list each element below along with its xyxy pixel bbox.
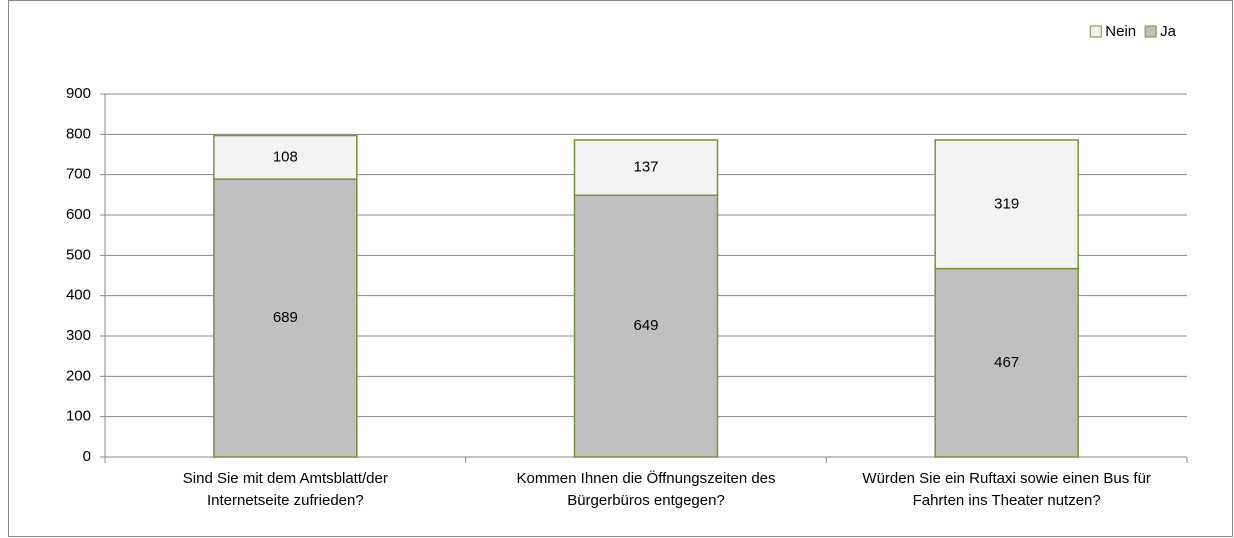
y-tick-label: 200 <box>66 367 91 384</box>
data-label: 108 <box>273 148 298 165</box>
data-label: 137 <box>633 159 658 176</box>
y-tick-label: 0 <box>83 448 91 465</box>
data-label: 319 <box>994 195 1019 212</box>
x-tick-label-line: Bürgerbüros entgegen? <box>567 492 725 509</box>
y-tick-label: 700 <box>66 166 91 183</box>
x-tick-label-line: Fahrten ins Theater nutzen? <box>913 492 1101 509</box>
data-label: 467 <box>994 354 1019 371</box>
bar-segment <box>573 194 719 458</box>
y-tick-label: 800 <box>66 125 91 142</box>
x-tick-label-line: Kommen Ihnen die Öffnungszeiten des <box>516 469 775 487</box>
data-label: 649 <box>633 317 658 334</box>
legend-label: Ja <box>1160 23 1177 40</box>
x-tick-label-line: Würden Sie ein Ruftaxi sowie einen Bus f… <box>862 470 1150 487</box>
y-tick-label: 300 <box>66 327 91 344</box>
legend-swatch <box>1144 25 1157 38</box>
bar-segment <box>213 178 358 458</box>
bar-segment <box>213 134 358 180</box>
bar-segment <box>934 267 1079 458</box>
x-tick-label: Kommen Ihnen die Öffnungszeiten des Bürge… <box>516 469 775 509</box>
data-label: 689 <box>273 309 298 326</box>
y-tick-label: 900 <box>66 85 91 102</box>
y-tick-label: 400 <box>66 287 91 304</box>
y-tick-label: 600 <box>66 206 91 223</box>
legend-label: Nein <box>1105 23 1136 40</box>
x-tick-label: Würden Sie ein Ruftaxi sowie einen Bus f… <box>862 470 1150 509</box>
y-tick-label: 500 <box>66 246 91 263</box>
bar-segment <box>573 139 719 196</box>
y-tick-label: 100 <box>66 408 91 425</box>
bar-segment <box>934 139 1079 270</box>
x-tick-label-line: Sind Sie mit dem Amtsblatt/der <box>183 470 388 487</box>
legend-swatch <box>1089 25 1102 38</box>
x-tick-label: Sind Sie mit dem Amtsblatt/der Internetse… <box>183 470 388 509</box>
x-tick-label-line: Internetseite zufrieden? <box>207 492 364 509</box>
